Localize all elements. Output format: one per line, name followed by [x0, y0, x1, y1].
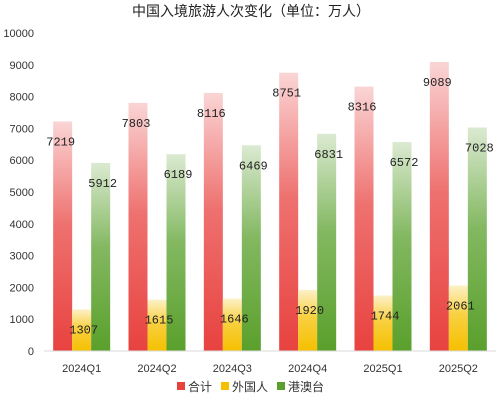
data-label: 8116 — [197, 107, 226, 121]
chart-title: 中国入境旅游人次变化（单位：万人） — [132, 4, 370, 20]
y-tick-label: 2000 — [10, 282, 34, 294]
x-tick-label: 2024Q3 — [213, 363, 252, 375]
legend: 合计 外国人 港澳台 — [177, 379, 324, 394]
bar-2024Q3-0 — [203, 92, 223, 352]
bar-2025Q1-1 — [373, 295, 393, 351]
y-tick-label: 9000 — [10, 60, 34, 72]
data-label: 1646 — [220, 313, 249, 327]
bar-2025Q2-1 — [448, 285, 468, 351]
bar-2024Q3-2 — [241, 145, 261, 351]
y-tick-label: 10000 — [3, 28, 34, 40]
data-label: 8316 — [348, 101, 377, 115]
bar-2024Q4-1 — [298, 289, 318, 351]
data-label: 7028 — [465, 142, 494, 156]
y-tick-label: 8000 — [10, 92, 34, 104]
x-tick-label: 2024Q2 — [137, 363, 176, 375]
x-tick-label: 2024Q1 — [62, 363, 101, 375]
bar-2024Q2-0 — [128, 102, 148, 352]
legend-swatch — [177, 382, 185, 390]
data-label: 2061 — [446, 299, 475, 313]
y-tick-label: 6000 — [10, 155, 34, 167]
y-tick-label: 7000 — [10, 123, 34, 135]
legend-label: 外国人 — [232, 380, 268, 394]
data-label: 6572 — [390, 156, 419, 170]
x-tick-label: 2024Q4 — [288, 363, 327, 375]
bar-2024Q1-1 — [72, 309, 92, 351]
x-tick-label: 2025Q2 — [439, 363, 478, 375]
data-label: 7219 — [46, 135, 75, 149]
bar-2025Q1-2 — [392, 142, 412, 351]
bar-2024Q3-1 — [222, 298, 242, 351]
data-label: 8751 — [272, 87, 301, 101]
bar-2024Q4-2 — [317, 133, 337, 351]
bar-2024Q1-0 — [53, 121, 73, 352]
data-label: 1744 — [371, 310, 400, 324]
x-axis: 2024Q1 2024Q2 2024Q3 2024Q4 2025Q1 2025Q2 — [44, 350, 496, 375]
bar-2024Q4-0 — [279, 72, 299, 351]
data-label: 1920 — [295, 304, 324, 318]
y-tick-label: 1000 — [10, 314, 34, 326]
data-label: 5912 — [88, 177, 117, 191]
data-label: 9089 — [423, 76, 452, 90]
y-tick-label: 0 — [28, 346, 34, 358]
bar-2024Q2-1 — [147, 299, 167, 351]
bar-2025Q2-2 — [467, 127, 487, 351]
y-tick-label: 5000 — [10, 187, 34, 199]
bars — [53, 61, 487, 352]
y-tick-label: 4000 — [10, 219, 34, 231]
bar-2024Q1-2 — [91, 162, 111, 351]
bar-2025Q2-0 — [429, 61, 449, 352]
y-tick-label: 3000 — [10, 251, 34, 263]
data-label: 6189 — [164, 168, 193, 182]
bar-2024Q2-2 — [166, 154, 186, 351]
data-label: 1615 — [145, 314, 174, 328]
data-label: 7803 — [122, 117, 151, 131]
y-axis: 0 1000 2000 3000 4000 5000 6000 7000 8000 9000 100… — [3, 28, 34, 358]
legend-swatch — [277, 382, 285, 390]
data-labels: 7219 1307 5912 7803 1615 6189 8116 1646 6469 8751… — [46, 76, 493, 337]
legend-label: 港澳台 — [288, 379, 324, 394]
data-label: 6831 — [314, 148, 343, 162]
legend-label: 合计 — [188, 379, 212, 394]
x-tick-label: 2025Q1 — [363, 363, 402, 375]
data-label: 6469 — [239, 159, 268, 173]
data-label: 1307 — [69, 323, 98, 337]
legend-swatch — [221, 382, 229, 390]
bar-2025Q1-0 — [354, 86, 374, 351]
